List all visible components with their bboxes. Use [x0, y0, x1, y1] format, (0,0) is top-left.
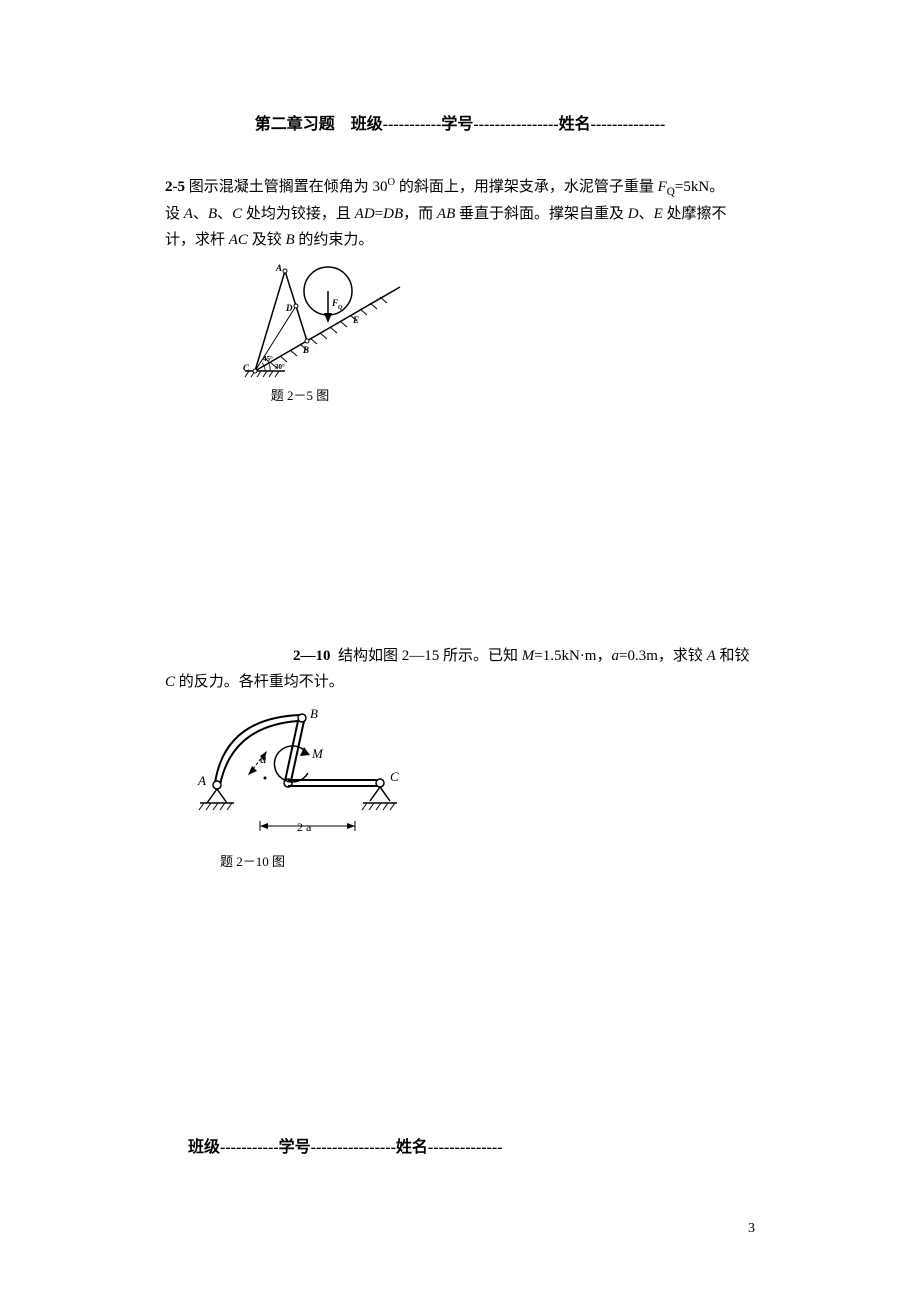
var-a: a — [611, 648, 619, 664]
label-C: C — [390, 769, 399, 784]
var-B: B — [285, 232, 294, 248]
chapter-header: 第二章习题 班级-----------学号----------------姓名-… — [165, 110, 755, 134]
chapter-text: 第二章习题 — [255, 116, 335, 133]
text: 结构如图 2—15 所示。已知 — [338, 648, 522, 664]
text: =1.5kN·m， — [534, 648, 611, 664]
var-M: M — [522, 648, 535, 664]
text: 计，求杆 — [165, 232, 229, 248]
text: 图示混凝土管搁置在倾角为 30 — [189, 179, 388, 195]
var-A: A — [707, 648, 716, 664]
text: 的约束力。 — [295, 232, 374, 248]
label-M: M — [311, 746, 324, 761]
var-DB: DB — [383, 206, 403, 222]
label-E: E — [352, 315, 359, 325]
var-B: B — [208, 206, 217, 222]
var-C: C — [232, 206, 242, 222]
figure-2-10: A B C M a 2 a 题 2－10 图 — [190, 703, 755, 870]
var-D: D — [628, 206, 639, 222]
problem-2-10-text: 2—10 结构如图 2—15 所示。已知 M=1.5kN·m，a=0.3m，求铰… — [165, 644, 755, 695]
sep: 、 — [639, 206, 654, 222]
name-label: 姓名 — [396, 1139, 428, 1156]
name-label: 姓名 — [559, 116, 591, 133]
id-label: 学号 — [279, 1139, 311, 1156]
id-label: 学号 — [441, 116, 473, 133]
dashes: ----------- — [220, 1139, 279, 1156]
var-A: A — [184, 206, 193, 222]
degree-symbol: O — [388, 177, 396, 188]
label-C: C — [243, 363, 250, 373]
text: 处均为铰接，且 — [242, 206, 355, 222]
var-AB: AB — [437, 206, 455, 222]
text: 及铰 — [248, 232, 286, 248]
text: =0.3m，求铰 — [619, 648, 707, 664]
text: 的斜面上，用撑架支承，水泥管子重量 — [395, 179, 658, 195]
label-A: A — [197, 773, 206, 788]
figure-2-5-svg: A B C D E FQ 45° 30° — [235, 261, 415, 381]
text: 的反力。各杆重均不计。 — [175, 674, 344, 690]
label-B: B — [302, 345, 309, 355]
eq: = — [375, 206, 383, 222]
text: =5kN。 — [675, 179, 724, 195]
var-AD: AD — [355, 206, 375, 222]
sep: 、 — [217, 206, 232, 222]
figure-2-10-caption: 题 2－10 图 — [220, 851, 400, 870]
sep: 、 — [193, 206, 208, 222]
dashes: ---------------- — [473, 116, 558, 133]
label-45: 45° — [263, 355, 273, 363]
text: 垂直于斜面。撑架自重及 — [455, 206, 628, 222]
text: 和铰 — [716, 648, 750, 664]
figure-2-5: A B C D E FQ 45° 30° 题 2－5 图 — [235, 261, 755, 404]
label-D: D — [285, 303, 293, 313]
dashes: -------------- — [591, 116, 666, 133]
var-E: E — [654, 206, 663, 222]
problem-number: 2—10 — [293, 648, 331, 664]
class-label: 班级 — [351, 116, 383, 133]
sub-Q: Q — [667, 186, 675, 198]
text: 设 — [165, 206, 184, 222]
var-AC: AC — [229, 232, 248, 248]
problem-2-5: 2-5 图示混凝土管搁置在倾角为 30O 的斜面上，用撑架支承，水泥管子重量 F… — [165, 174, 755, 404]
text: ，而 — [403, 206, 437, 222]
footer-header: 班级-----------学号----------------姓名-------… — [188, 1133, 503, 1157]
label-30: 30° — [275, 363, 285, 371]
label-B: B — [310, 706, 318, 721]
label-2a: 2 a — [297, 820, 312, 834]
problem-2-10: 2—10 结构如图 2—15 所示。已知 M=1.5kN·m，a=0.3m，求铰… — [165, 644, 755, 870]
var-F: F — [658, 179, 667, 195]
figure-2-5-caption: 题 2－5 图 — [235, 385, 365, 404]
figure-2-10-svg: A B C M a 2 a — [190, 703, 410, 843]
problem-number: 2-5 — [165, 179, 185, 195]
text: 处摩擦不 — [663, 206, 727, 222]
page-number: 3 — [748, 1221, 755, 1237]
var-C: C — [165, 674, 175, 690]
label-a: a — [260, 751, 267, 766]
label-A: A — [275, 263, 282, 273]
dashes: ----------- — [383, 116, 442, 133]
problem-2-5-text: 2-5 图示混凝土管搁置在倾角为 30O 的斜面上，用撑架支承，水泥管子重量 F… — [165, 174, 755, 253]
dashes: ---------------- — [311, 1139, 396, 1156]
class-label: 班级 — [188, 1139, 220, 1156]
label-FQ: FQ — [331, 298, 343, 311]
dashes: -------------- — [428, 1139, 503, 1156]
